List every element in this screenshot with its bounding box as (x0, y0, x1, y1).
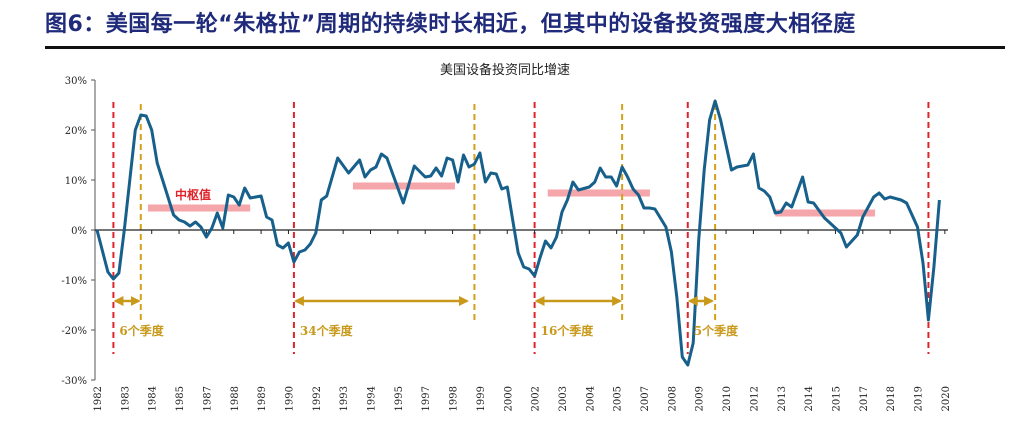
duration-label: 16个季度 (541, 323, 595, 338)
x-tick-label: 1998 (449, 386, 460, 411)
x-tick-label: 1997 (421, 386, 432, 411)
x-tick-label: 2015 (831, 386, 842, 411)
x-tick-label: 1990 (284, 386, 295, 411)
median-bar (547, 189, 650, 197)
x-tick-label: 2018 (886, 386, 897, 411)
x-tick-label: 1982 (93, 386, 104, 411)
x-tick-label: 1999 (476, 386, 487, 411)
x-tick-label: 1994 (367, 386, 378, 411)
x-tick-label: 2004 (585, 386, 596, 411)
y-tick-label: -10% (61, 276, 87, 287)
median-bar (775, 209, 876, 217)
y-tick-label: -20% (61, 326, 87, 337)
x-tick-label: 1984 (148, 386, 159, 411)
duration-label: 5个季度 (694, 323, 739, 338)
x-tick-label: 2010 (722, 386, 733, 411)
x-tick-label: 2012 (749, 386, 760, 411)
figure-header: 图6：美国每一轮“朱格拉”周期的持续时长相近，但其中的设备投资强度大相径庭 (45, 6, 1005, 49)
figure-title: 图6：美国每一轮“朱格拉”周期的持续时长相近，但其中的设备投资强度大相径庭 (45, 12, 856, 37)
y-tick-label: -30% (61, 376, 87, 387)
x-tick-label: 2020 (941, 386, 952, 411)
y-tick-label: 20% (65, 126, 87, 137)
x-tick-label: 2014 (804, 386, 815, 411)
duration-label: 34个季度 (300, 323, 354, 338)
x-tick-label: 1995 (394, 386, 405, 411)
series-line (95, 99, 941, 367)
x-tick-label: 2017 (859, 386, 870, 411)
x-tick-label: 1985 (175, 386, 186, 411)
x-tick-label: 1993 (339, 386, 350, 411)
x-tick-label: 2005 (613, 386, 624, 411)
median-bar (147, 204, 251, 212)
x-tick-label: 1988 (230, 386, 241, 411)
x-tick-label: 2000 (503, 386, 514, 411)
x-tick-label: 2009 (695, 386, 706, 411)
x-tick-label: 1989 (257, 386, 268, 411)
x-tick-label: 1987 (202, 386, 213, 411)
x-tick-label: 2019 (914, 386, 925, 411)
x-tick-label: 2002 (531, 386, 542, 411)
x-tick-label: 2008 (667, 386, 678, 411)
chart-title: 美国设备投资同比增速 (440, 62, 570, 78)
y-tick-label: 30% (65, 76, 87, 87)
duration-label: 6个季度 (119, 323, 164, 338)
y-tick-label: 10% (65, 176, 87, 187)
x-tick-label: 2013 (777, 386, 788, 411)
median-label: 中枢值 (175, 187, 211, 202)
y-tick-label: 0% (71, 226, 87, 237)
x-tick-label: 1983 (120, 386, 131, 411)
x-tick-label: 2007 (640, 386, 651, 411)
x-tick-label: 2003 (558, 386, 569, 411)
median-bar (352, 182, 455, 190)
x-tick-label: 1992 (312, 386, 323, 411)
